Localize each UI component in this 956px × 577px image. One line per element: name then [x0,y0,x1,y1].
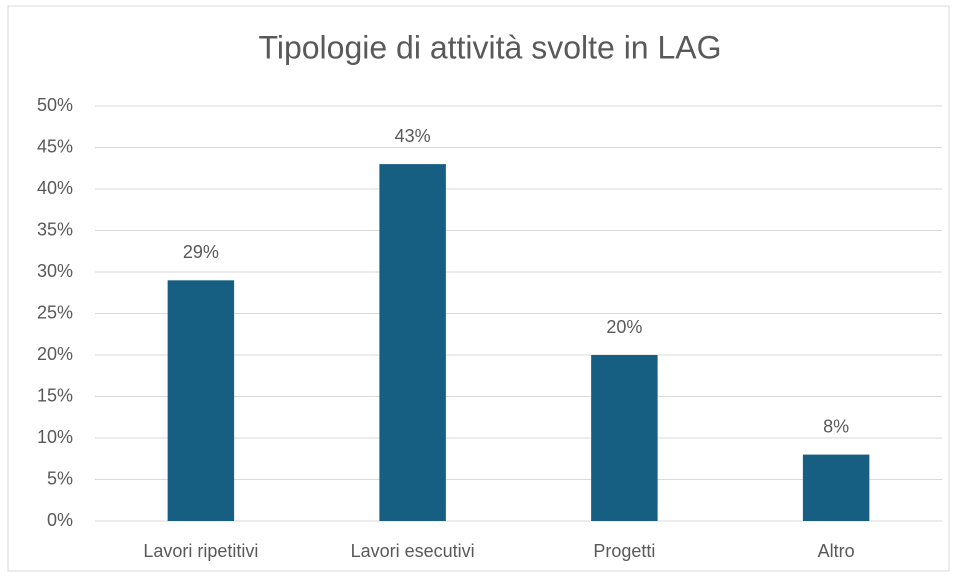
bar [802,454,870,521]
x-tick-label: Progetti [593,541,655,561]
y-tick-label: 10% [37,427,73,447]
x-tick-label: Lavori esecutivi [351,541,475,561]
chart-frame [7,5,950,572]
data-label: 43% [395,126,431,146]
chart-title: Tipologie di attività svolte in LAG [258,29,721,65]
y-tick-label: 15% [37,385,73,405]
y-tick-label: 30% [37,261,73,281]
y-tick-label: 45% [37,136,73,156]
y-tick-label: 25% [37,302,73,322]
data-label: 20% [606,317,642,337]
y-tick-label: 35% [37,219,73,239]
y-tick-label: 40% [37,178,73,198]
y-tick-label: 0% [47,510,73,530]
bar [167,280,235,521]
data-label: 8% [823,416,849,436]
bar [591,355,658,521]
y-tick-label: 50% [37,95,73,115]
x-tick-label: Altro [818,541,855,561]
bar [379,164,446,521]
x-tick-label: Lavori ripetitivi [143,541,258,561]
y-tick-label: 20% [37,344,73,364]
data-label: 29% [183,242,219,262]
y-tick-label: 5% [47,468,73,488]
